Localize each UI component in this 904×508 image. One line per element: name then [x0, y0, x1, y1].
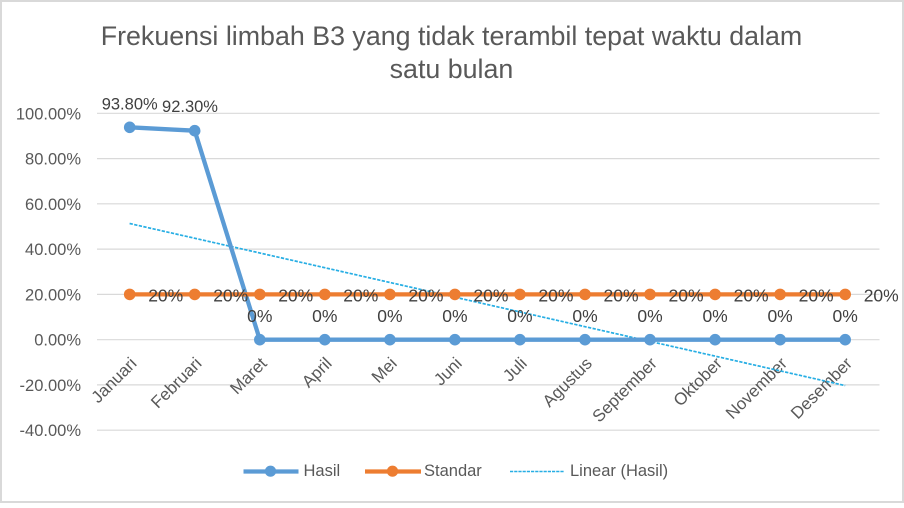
svg-text:20%: 20%: [864, 286, 899, 306]
svg-text:0%: 0%: [702, 306, 727, 326]
svg-text:-20.00%: -20.00%: [20, 377, 82, 395]
svg-text:92.30%: 92.30%: [162, 98, 218, 116]
svg-text:0%: 0%: [637, 306, 662, 326]
svg-text:0%: 0%: [572, 306, 597, 326]
svg-text:20%: 20%: [799, 286, 834, 306]
svg-text:20%: 20%: [343, 286, 378, 306]
svg-text:60.00%: 60.00%: [25, 196, 81, 214]
svg-text:20%: 20%: [408, 286, 443, 306]
svg-text:Linear (Hasil): Linear (Hasil): [570, 462, 668, 480]
svg-text:20%: 20%: [213, 286, 248, 306]
svg-text:80.00%: 80.00%: [25, 151, 81, 169]
svg-text:20%: 20%: [473, 286, 508, 306]
svg-text:20%: 20%: [148, 286, 183, 306]
svg-text:20%: 20%: [538, 286, 573, 306]
svg-text:0%: 0%: [312, 306, 337, 326]
svg-text:0.00%: 0.00%: [34, 332, 81, 350]
svg-text:20.00%: 20.00%: [25, 286, 81, 304]
svg-text:40.00%: 40.00%: [25, 241, 81, 259]
svg-text:20%: 20%: [278, 286, 313, 306]
svg-text:100.00%: 100.00%: [16, 105, 81, 123]
svg-text:0%: 0%: [247, 306, 272, 326]
svg-text:satu bulan: satu bulan: [390, 54, 514, 84]
svg-text:0%: 0%: [442, 306, 467, 326]
svg-text:0%: 0%: [507, 306, 532, 326]
svg-text:Standar: Standar: [424, 462, 482, 480]
svg-text:93.80%: 93.80%: [102, 96, 158, 114]
svg-text:20%: 20%: [604, 286, 639, 306]
svg-text:-40.00%: -40.00%: [20, 422, 82, 440]
svg-text:0%: 0%: [767, 306, 792, 326]
svg-text:0%: 0%: [377, 306, 402, 326]
svg-text:20%: 20%: [734, 286, 769, 306]
svg-text:Frekuensi limbah B3 yang tidak: Frekuensi limbah B3 yang tidak terambil …: [101, 21, 803, 51]
svg-text:20%: 20%: [669, 286, 704, 306]
svg-text:Hasil: Hasil: [304, 462, 341, 480]
svg-text:0%: 0%: [833, 306, 858, 326]
